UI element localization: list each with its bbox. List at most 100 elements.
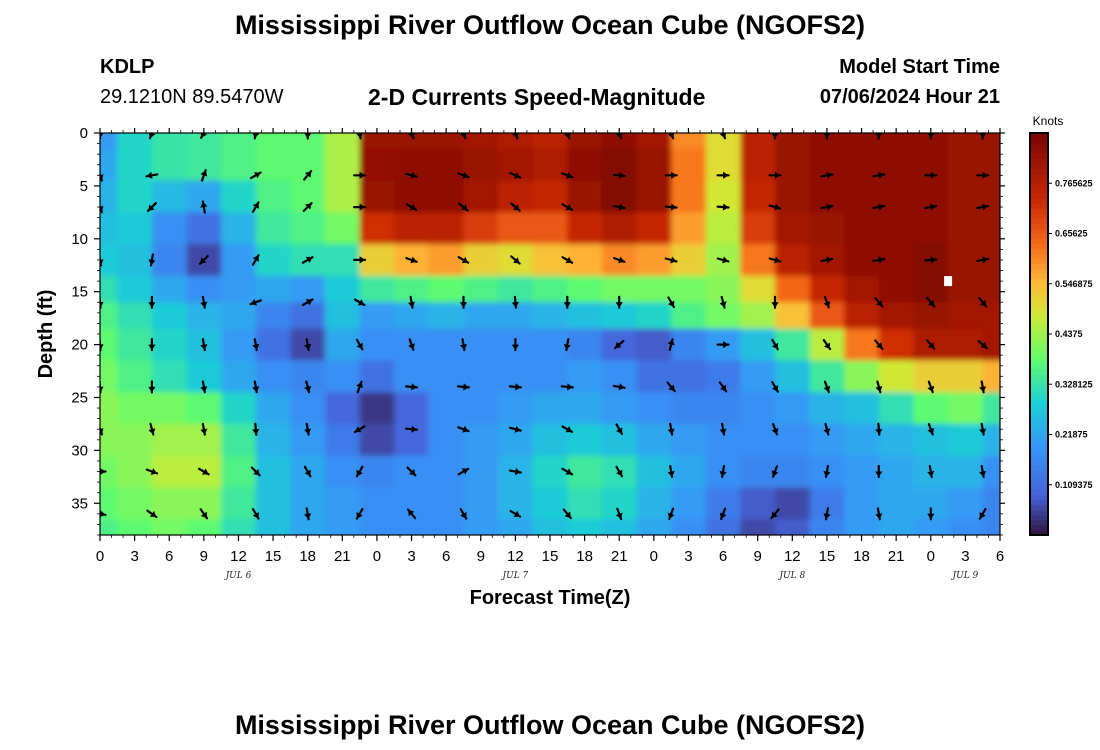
heatmap-cell [221,392,257,425]
heatmap-cell [359,328,395,362]
colorbar-step [1030,263,1048,270]
heatmap-cell [671,487,707,520]
heatmap-cell [100,244,119,277]
current-arrow [302,202,313,212]
colorbar-step [1030,374,1048,380]
current-arrow [199,508,209,520]
heatmap-cell [532,148,569,182]
current-arrow [304,338,312,352]
heatmap-cell [100,212,119,245]
heatmap-cell [982,302,1000,330]
current-arrow [148,338,156,352]
current-arrow [304,507,312,521]
x-axis-label: Forecast Time(Z) [470,587,631,609]
x-tick-label: 21 [334,548,351,565]
colorbar-step [1030,223,1048,230]
x-tick-label: 0 [927,548,935,565]
heatmap-cell [325,392,361,425]
colorbar-step [1030,158,1048,164]
current-arrow [823,507,831,521]
heatmap-cell [948,212,984,245]
x-tick-label: 0 [96,548,104,565]
heatmap-cell [705,275,742,303]
max-marker [944,276,953,287]
heatmap-cell [359,392,395,425]
heatmap-cell [428,180,465,214]
x-tick-label: 6 [165,548,173,565]
heatmap-cell [151,244,188,277]
heatmap-cell [740,519,776,535]
colorbar-step [1030,449,1048,456]
heatmap-cell [705,519,742,535]
x-tick-label: 3 [961,548,969,565]
current-arrow [979,380,987,394]
heatmap-cell [325,302,361,330]
heatmap-cell [221,423,257,457]
current-arrow [823,380,831,394]
heatmap-cell [671,455,707,489]
heatmap-cell [671,133,707,150]
current-arrow [509,171,522,179]
heatmap-cell [532,487,569,520]
heatmap-cell [740,244,776,277]
current-arrow [100,203,104,214]
current-arrow [200,200,208,214]
heatmap-cell [186,133,222,150]
current-arrow [927,422,935,436]
heatmap-cell [878,180,915,214]
heatmap-cell [567,275,603,303]
heatmap-cell [982,212,1000,245]
heatmap-cell [255,519,292,535]
heatmap-cell [325,148,361,182]
heatmap-cell [100,328,119,362]
x-tick-label: 21 [888,548,905,565]
current-arrow [304,380,312,394]
current-arrow [560,171,574,179]
heatmap-cell [498,519,534,535]
heatmap-cell [498,212,534,245]
heatmap-cell [775,423,811,457]
heatmap-cell [463,148,499,182]
current-arrow [667,338,675,351]
current-arrow [875,422,883,436]
current-arrow [820,203,834,211]
current-arrow [355,465,364,478]
current-arrow [872,171,886,179]
heatmap-cell [948,392,984,425]
colorbar-step [1030,183,1048,189]
heatmap-cell [100,302,119,330]
colorbar-tick-label: 0.109375 [1055,480,1093,490]
current-arrow [198,467,210,476]
colorbar-step [1030,474,1048,481]
heatmap-cell [463,244,499,277]
heatmap-cell [844,133,880,150]
current-arrow [875,507,883,521]
heatmap-cell [290,275,326,303]
x-tick-label: 12 [784,548,801,565]
x-tick-label: 21 [611,548,628,565]
heatmap-cell [775,519,811,535]
colorbar-tick-label: 0.4375 [1055,329,1083,339]
heatmap-cell [359,423,395,457]
colorbar-step [1030,288,1048,295]
heatmap-cell [428,244,465,277]
current-arrow [927,465,935,478]
current-arrow [926,339,936,350]
heatmap-cell [567,519,603,535]
colorbar-unit: Knots [1033,114,1064,128]
current-arrow [510,255,521,265]
heatmap-cell [740,455,776,489]
heatmap-cell [117,392,153,425]
current-arrow [667,133,675,140]
heatmap-cell [809,133,845,150]
heatmap-cell [151,487,188,520]
heatmap-cell [878,302,915,330]
current-arrow [768,256,782,264]
current-arrow [459,338,467,352]
heatmap-cell [221,180,257,214]
colorbar-tick-label: 0.765625 [1055,178,1093,188]
current-arrow [252,380,260,394]
heatmap-cell [359,360,395,393]
heatmap-cell [117,275,153,303]
heatmap-cell [221,455,257,489]
